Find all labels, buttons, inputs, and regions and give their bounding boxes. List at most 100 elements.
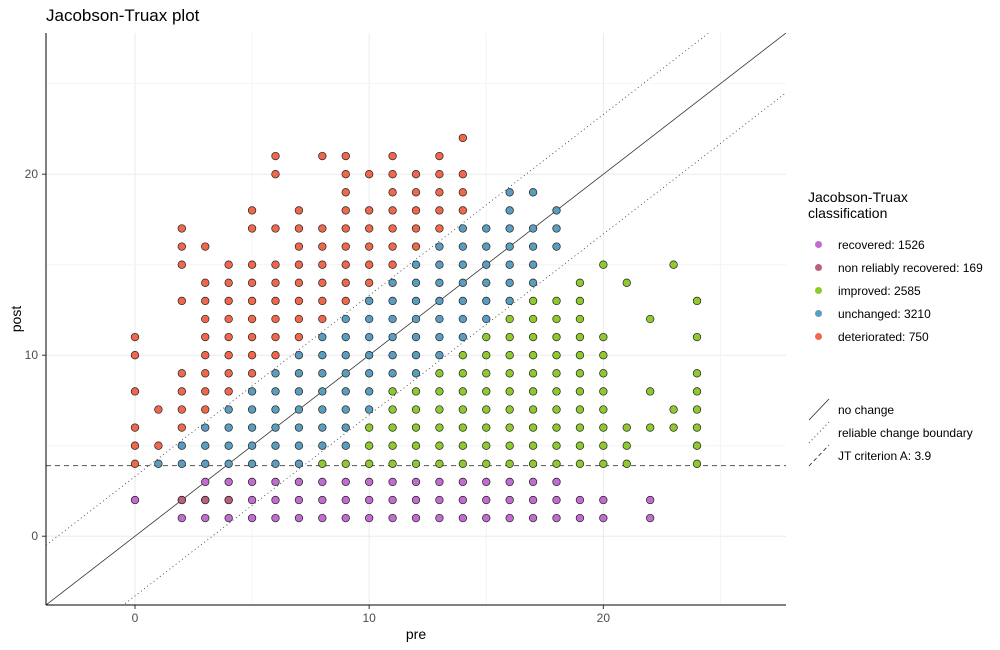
data-point — [271, 170, 280, 179]
data-point — [622, 423, 631, 432]
legend-lines-list: no change reliable change boundary JT crit… — [808, 398, 998, 467]
legend-label: deteriorated: 750 — [838, 329, 929, 344]
data-point — [201, 405, 210, 414]
data-point — [271, 459, 280, 468]
data-point — [482, 495, 491, 505]
data-point — [341, 387, 350, 396]
data-point — [177, 242, 186, 251]
legend-label: JT criterion A: 3.9 — [838, 448, 932, 463]
legend-label: no change — [838, 402, 895, 417]
data-point — [294, 513, 304, 523]
data-point — [318, 441, 327, 450]
data-point — [646, 423, 655, 432]
data-point — [505, 278, 514, 287]
data-point — [411, 260, 421, 269]
data-point — [528, 278, 538, 287]
data-point — [130, 441, 140, 450]
data-point — [247, 459, 257, 468]
data-point — [224, 351, 233, 360]
data-point — [341, 242, 350, 251]
data-point — [388, 314, 397, 324]
data-point — [341, 314, 350, 324]
data-point — [435, 369, 444, 378]
data-point — [247, 423, 257, 432]
data-point — [294, 495, 304, 505]
data-point — [505, 242, 514, 251]
data-point — [201, 459, 210, 468]
data-point — [341, 495, 350, 505]
legend-key — [808, 279, 830, 302]
data-point — [341, 351, 350, 360]
data-point — [528, 495, 538, 505]
data-point — [411, 387, 421, 396]
data-point — [294, 405, 304, 414]
data-point — [318, 477, 327, 487]
data-point — [154, 441, 163, 450]
data-point — [435, 513, 444, 523]
data-point — [177, 423, 186, 432]
data-point — [201, 369, 210, 378]
data-point — [458, 133, 467, 143]
data-point — [575, 387, 585, 396]
data-point — [505, 260, 514, 269]
data-point — [318, 495, 327, 505]
data-point — [505, 513, 514, 523]
data-point — [482, 296, 491, 306]
legend-swatch — [815, 333, 822, 340]
legend: Jacobson-Truax classification recovered:… — [808, 189, 998, 467]
legend-item: unchanged: 3210 — [808, 302, 998, 325]
data-point — [224, 405, 233, 414]
data-point — [177, 495, 186, 505]
data-point — [505, 296, 514, 306]
data-point — [294, 441, 304, 450]
y-tick-label: 20 — [25, 167, 39, 181]
data-point — [177, 405, 186, 414]
data-point — [341, 477, 350, 487]
data-point — [669, 260, 678, 269]
data-point — [271, 477, 280, 487]
data-point — [318, 278, 327, 287]
data-point — [318, 332, 327, 342]
data-point — [341, 405, 350, 414]
legend-item: no change — [808, 398, 998, 421]
data-point — [201, 242, 210, 251]
y-tick-label: 0 — [31, 529, 38, 543]
data-point — [247, 513, 257, 523]
data-point — [458, 351, 467, 360]
legend-swatch — [815, 287, 822, 294]
data-point — [294, 387, 304, 396]
data-point — [271, 314, 280, 324]
data-point — [435, 151, 444, 161]
legend-line-swatch — [808, 398, 830, 421]
data-point — [224, 332, 233, 342]
data-point — [365, 242, 374, 251]
data-point — [365, 459, 374, 468]
data-point — [528, 441, 538, 450]
data-point — [201, 351, 210, 360]
data-point — [482, 242, 491, 251]
data-point — [528, 260, 538, 269]
data-point — [318, 387, 327, 396]
data-point — [599, 513, 608, 523]
data-point — [177, 224, 186, 233]
data-point — [318, 513, 327, 523]
data-point — [201, 477, 210, 487]
data-point — [224, 296, 233, 306]
data-point — [435, 260, 444, 269]
data-point — [458, 369, 467, 378]
data-point — [224, 459, 233, 468]
data-point — [294, 423, 304, 432]
data-point — [388, 405, 397, 414]
data-point — [622, 441, 631, 450]
data-point — [294, 242, 304, 251]
data-point — [388, 513, 397, 523]
legend-line-swatch — [808, 421, 830, 444]
legend-label: reliable change boundary — [838, 425, 973, 440]
data-point — [388, 441, 397, 450]
data-point — [575, 459, 585, 468]
data-point — [247, 296, 257, 306]
data-point — [318, 260, 327, 269]
data-point — [435, 224, 444, 233]
data-point — [130, 459, 140, 468]
data-point — [599, 332, 608, 342]
